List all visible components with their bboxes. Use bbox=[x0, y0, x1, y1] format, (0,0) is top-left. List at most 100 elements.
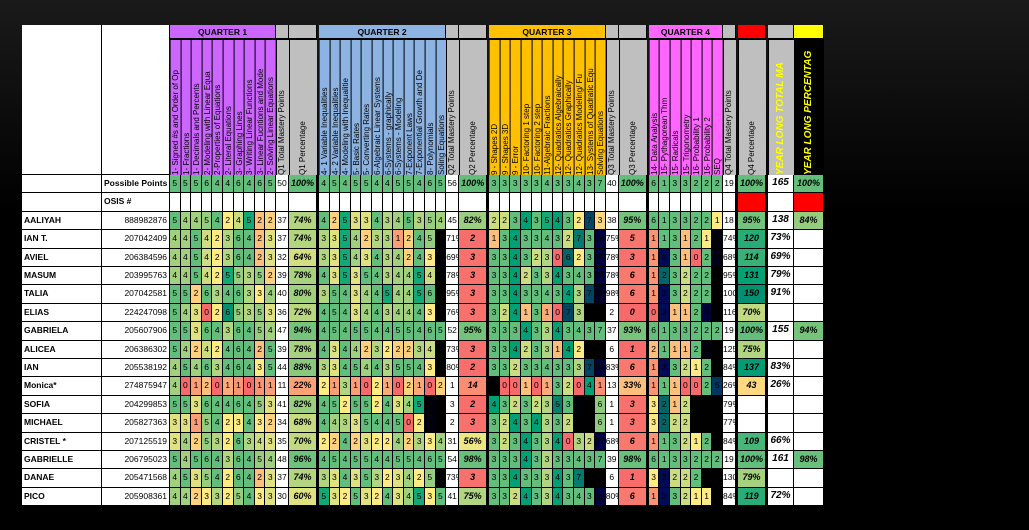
score-cell[interactable]: 25% bbox=[489, 377, 500, 396]
score-cell[interactable]: 4 bbox=[542, 359, 553, 378]
score-cell[interactable]: 98% bbox=[618, 451, 647, 470]
score-cell[interactable]: 5 bbox=[425, 469, 436, 488]
score-cell[interactable]: 3 bbox=[510, 211, 521, 231]
score-cell[interactable]: 4 bbox=[233, 211, 245, 231]
score-cell[interactable]: 6 bbox=[201, 395, 213, 415]
score-cell[interactable]: 3 bbox=[201, 487, 213, 507]
score-cell[interactable]: 19 bbox=[691, 414, 702, 433]
score-cell[interactable]: 37 bbox=[276, 211, 289, 231]
score-cell[interactable]: 73% bbox=[446, 469, 460, 488]
score-cell[interactable]: 7 bbox=[574, 230, 585, 249]
score-cell[interactable]: 2 bbox=[574, 211, 585, 231]
score-cell[interactable]: 4 bbox=[382, 487, 394, 507]
score-cell[interactable]: 31 bbox=[446, 432, 460, 451]
score-cell[interactable]: 4 bbox=[244, 469, 255, 488]
score-cell[interactable]: 85% bbox=[595, 469, 606, 488]
score-cell[interactable]: 5 bbox=[350, 395, 362, 415]
score-cell[interactable]: 2 bbox=[680, 469, 692, 488]
score-cell[interactable]: 5 bbox=[361, 395, 372, 415]
score-cell[interactable]: 3 bbox=[542, 340, 553, 359]
score-cell[interactable]: 40 bbox=[435, 469, 447, 488]
score-cell[interactable]: 3 bbox=[659, 469, 670, 488]
score-cell[interactable]: 5 bbox=[618, 230, 647, 249]
score-cell[interactable]: 4 bbox=[223, 340, 234, 359]
column-header-2-properties-of-equations[interactable]: 2-Properties of Equations bbox=[212, 39, 223, 175]
score-cell[interactable]: 2 bbox=[372, 487, 383, 507]
score-cell[interactable]: 72% bbox=[768, 487, 794, 507]
score-cell[interactable]: 36 bbox=[276, 303, 289, 323]
score-cell[interactable]: 3 bbox=[584, 267, 596, 286]
score-cell[interactable]: 6 bbox=[223, 303, 234, 323]
score-cell[interactable]: 6 bbox=[563, 248, 574, 267]
score-cell[interactable]: 4 bbox=[223, 395, 234, 415]
score-cell[interactable]: 2 bbox=[670, 414, 681, 433]
score-cell[interactable]: 2 bbox=[701, 322, 713, 341]
score-cell[interactable]: 1 bbox=[648, 285, 660, 304]
score-cell[interactable]: 68% bbox=[605, 432, 619, 451]
score-cell[interactable]: 3 bbox=[670, 211, 681, 231]
column-header-5-basic-rates[interactable]: 5- Basic Rates bbox=[350, 39, 362, 175]
score-cell[interactable]: 79% bbox=[723, 395, 736, 415]
score-cell[interactable]: 80% bbox=[435, 395, 447, 415]
score-cell[interactable]: 91% bbox=[768, 285, 794, 304]
score-cell[interactable]: 1 bbox=[618, 340, 647, 359]
score-cell[interactable]: 4 bbox=[414, 322, 425, 341]
score-cell[interactable]: 2 bbox=[563, 414, 574, 433]
score-cell[interactable]: 2 bbox=[701, 248, 713, 267]
score-cell[interactable]: 4 bbox=[372, 451, 383, 470]
score-cell[interactable]: 3 bbox=[265, 432, 276, 451]
student-name[interactable]: PICO bbox=[22, 487, 102, 507]
score-cell[interactable]: 2 bbox=[680, 432, 692, 451]
score-cell[interactable]: 4 bbox=[361, 303, 372, 323]
score-cell[interactable]: 78% bbox=[584, 414, 596, 433]
score-cell[interactable]: 6 bbox=[233, 359, 245, 378]
score-cell[interactable]: 2 bbox=[691, 303, 702, 323]
column-header-q3-total-mastery-points[interactable]: Q3 Total Mastery Points bbox=[605, 39, 619, 175]
column-header-q3-percentage[interactable]: Q3 Percentage bbox=[618, 39, 647, 175]
score-cell[interactable]: 4 bbox=[361, 359, 372, 378]
score-cell[interactable]: 3 bbox=[425, 359, 436, 378]
score-cell[interactable]: 18 bbox=[712, 267, 723, 286]
score-cell[interactable]: 4 bbox=[372, 211, 383, 231]
column-header-year-long-percentag[interactable]: YEAR LONG PERCENTAG bbox=[794, 39, 824, 175]
score-cell[interactable]: 4 bbox=[510, 303, 521, 323]
score-cell[interactable]: 3 bbox=[329, 359, 341, 378]
score-cell[interactable]: 1 bbox=[659, 432, 670, 451]
score-cell[interactable]: 0 bbox=[574, 377, 585, 396]
score-cell[interactable]: 75% bbox=[605, 230, 619, 249]
score-cell[interactable]: 1 bbox=[680, 230, 692, 249]
score-cell[interactable]: 77% bbox=[723, 414, 736, 433]
score-cell[interactable]: 4 bbox=[170, 230, 181, 249]
student-osis[interactable]: 206384596 bbox=[102, 248, 170, 267]
score-cell[interactable]: 6 bbox=[233, 248, 245, 267]
score-cell[interactable]: 1 bbox=[542, 377, 553, 396]
score-cell[interactable]: 95% bbox=[459, 322, 488, 341]
column-header-1-fractions[interactable]: 1- Fractions bbox=[180, 39, 192, 175]
score-cell[interactable]: 4 bbox=[382, 322, 394, 341]
score-cell[interactable]: 3 bbox=[393, 395, 404, 415]
score-cell[interactable]: 16 bbox=[712, 487, 723, 507]
score-cell[interactable]: 3 bbox=[680, 451, 692, 470]
score-cell[interactable]: 1 bbox=[223, 377, 234, 396]
score-cell[interactable]: 5 bbox=[254, 451, 266, 470]
score-cell[interactable]: 2 bbox=[403, 230, 415, 249]
score-cell[interactable]: 120 bbox=[738, 230, 766, 249]
score-cell[interactable]: 6 bbox=[648, 211, 660, 231]
score-cell[interactable]: 3 bbox=[499, 285, 511, 304]
score-cell[interactable]: 5 bbox=[329, 395, 341, 415]
score-cell[interactable]: 2 bbox=[212, 248, 223, 267]
score-cell[interactable]: 3 bbox=[489, 451, 500, 470]
score-cell[interactable]: 3 bbox=[499, 487, 511, 507]
score-cell[interactable]: 3 bbox=[595, 211, 606, 231]
score-cell[interactable]: 0 bbox=[361, 377, 372, 396]
score-cell[interactable]: 16 bbox=[712, 359, 723, 378]
score-cell[interactable]: 6 bbox=[595, 414, 606, 433]
score-cell[interactable]: 3 bbox=[265, 303, 276, 323]
score-cell[interactable]: 5 bbox=[403, 359, 415, 378]
score-cell[interactable]: 2 bbox=[531, 395, 543, 415]
score-cell[interactable]: 5 bbox=[191, 451, 202, 470]
score-cell[interactable]: 5 bbox=[180, 395, 192, 415]
score-cell[interactable]: 3 bbox=[680, 211, 692, 231]
score-cell[interactable]: 3 bbox=[425, 432, 436, 451]
score-cell[interactable]: 3 bbox=[329, 248, 341, 267]
